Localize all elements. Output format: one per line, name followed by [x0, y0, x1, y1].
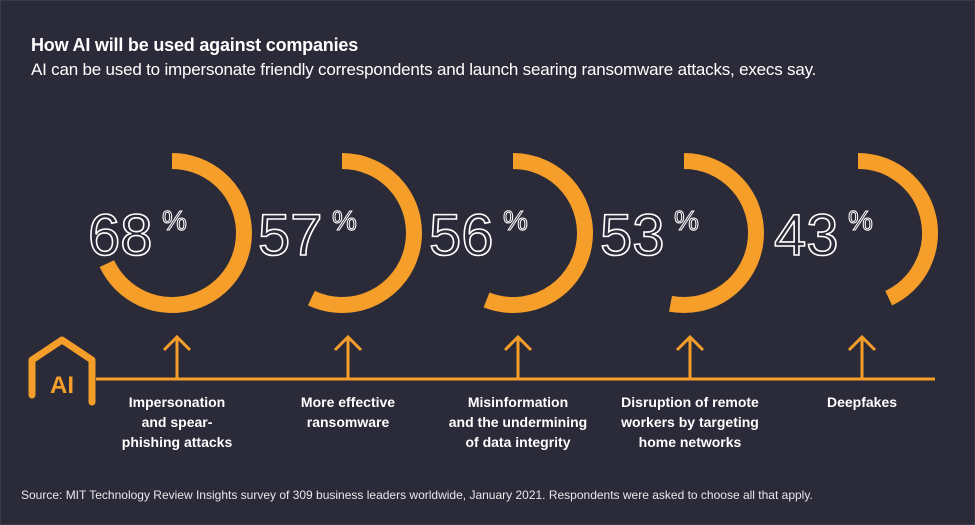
- category-label-line: workers by targeting: [621, 414, 759, 430]
- category-label-2: More effective ransomware: [258, 392, 438, 432]
- percent-sign-2: %: [332, 205, 357, 236]
- category-label-1: Impersonation and spear-phishing attacks: [87, 392, 267, 452]
- value-label-1: 68: [88, 203, 153, 268]
- logo-text: AI: [50, 372, 74, 399]
- category-label-line: Misinformation: [467, 394, 569, 410]
- up-arrow-icon: [847, 334, 877, 379]
- category-label-line: More effective: [300, 394, 396, 410]
- progress-ring-2: [307, 153, 422, 313]
- progress-ring-1: [99, 153, 252, 313]
- progress-ring-5: [857, 153, 938, 306]
- house-ai-icon: AI: [28, 336, 96, 406]
- category-label-line: and the undermining: [448, 414, 588, 430]
- category-label-line: Disruption of remote: [621, 394, 759, 410]
- chart-title: How AI will be used against companies: [31, 35, 359, 55]
- category-label-line: ransomware: [306, 414, 390, 430]
- category-label-line: of data integrity: [465, 434, 571, 450]
- progress-ring-4: [669, 153, 764, 313]
- percent-sign-4: %: [674, 205, 699, 236]
- category-label-line: Deepfakes: [826, 394, 898, 410]
- progress-ring-3: [483, 153, 593, 313]
- category-label-line: phishing attacks: [121, 434, 233, 450]
- up-arrow-icon: [675, 334, 705, 379]
- value-label-2: 57: [258, 203, 323, 268]
- value-label-4: 53: [600, 203, 665, 268]
- up-arrow-icon: [503, 334, 533, 379]
- category-label-4: Disruption of remote workers by targeting…: [600, 392, 780, 452]
- category-label-5: Deepfakes: [772, 392, 952, 412]
- percent-sign-1: %: [162, 205, 187, 236]
- percent-sign-3: %: [503, 205, 528, 236]
- category-label-line: home networks: [638, 434, 742, 450]
- up-arrow-icon: [333, 334, 363, 379]
- value-label-5: 43: [774, 203, 839, 268]
- value-label-3: 56: [429, 203, 494, 268]
- category-label-line: Impersonation: [128, 394, 226, 410]
- chart-subtitle: AI can be used to impersonate friendly c…: [31, 60, 817, 79]
- up-arrow-icon: [162, 334, 192, 379]
- percent-sign-5: %: [848, 205, 873, 236]
- source-note: Source: MIT Technology Review Insights s…: [21, 488, 813, 502]
- category-label-3: Misinformation and the undermining of data…: [428, 392, 608, 452]
- category-label-line: and spear-: [141, 414, 213, 430]
